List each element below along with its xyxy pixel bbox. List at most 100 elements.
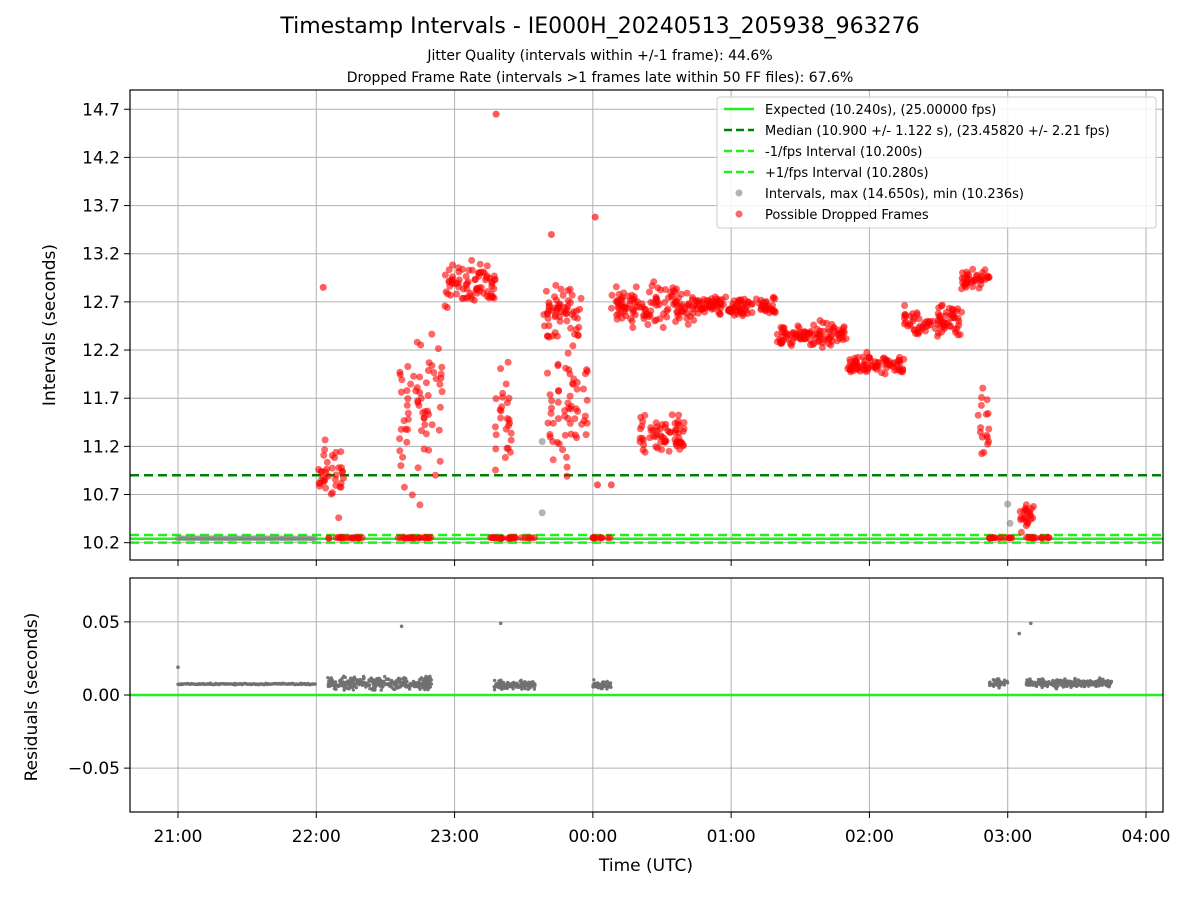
legend-intervals-swatch [735,189,743,197]
dropped-frame-point [335,464,343,472]
residual-point [422,685,427,689]
dropped-frame-point [430,369,438,376]
dropped-frame-point [689,310,697,317]
dropped-frame-point [544,332,551,340]
dropped-frame-point [563,472,571,480]
residual-point [1035,680,1040,685]
dropped-frame-point [627,315,635,323]
dropped-frame-point [396,447,404,455]
residual-point [1070,684,1075,688]
dropped-frame-point [801,335,809,342]
dropped-frame-point [564,399,572,407]
legend-plus-fps-label: +1/fps Interval (10.280s) [765,166,929,181]
dropped-frame-point [403,438,411,446]
dropped-frame-point [842,335,850,343]
dropped-frame-point [1016,508,1024,515]
dropped-frame-point [698,306,706,313]
residual-point [328,680,333,684]
residual-point [399,681,403,686]
dropped-frame-point [660,310,667,318]
dropped-frame-point [684,320,692,328]
intervals-y-tick-label: 14.7 [82,100,120,120]
x-tick-label: 02:00 [845,827,894,847]
dropped-frame-point [570,313,578,321]
dropped-frame-point [1001,534,1009,542]
residual-point [500,681,504,685]
x-tick-label: 00:00 [568,827,617,847]
dropped-frame-point [958,308,966,316]
residuals-y-tick-label: 0.00 [82,686,120,706]
dropped-frame-point [651,317,659,325]
residual-point [375,677,379,681]
dropped-frame-point [621,303,629,311]
dropped-frame-point [488,282,496,290]
residual-point [527,681,531,685]
residual-point [348,679,352,683]
dropped-frame-point [327,490,335,498]
dropped-frame-point [331,475,339,483]
residual-point [343,675,347,680]
dropped-frame-point [598,534,606,541]
dropped-frame-point [321,446,329,454]
dropped-frame-point [739,310,747,318]
dropped-frame-point [660,434,668,442]
dropped-frame-point [319,283,327,291]
dropped-frame-point [549,438,557,445]
residual-point [996,683,1000,688]
residual-point [425,685,429,690]
dropped-frame-point [963,278,971,286]
dropped-frame-point [422,379,430,387]
dropped-frame-point [647,298,655,306]
residual-point [1029,679,1034,684]
dropped-frame-point [496,406,504,414]
dropped-frame-point [315,466,323,473]
dropped-frame-point [970,276,978,284]
dropped-frame-point [468,256,476,264]
dropped-frame-point [668,411,676,419]
residual-point [388,684,392,688]
dropped-frame-point [442,288,450,296]
dropped-frame-point [787,342,795,349]
dropped-frame-point [582,431,590,439]
dropped-frame-point [497,414,505,422]
dropped-frame-point [716,311,724,318]
intervals-y-tick-label: 11.2 [82,437,120,457]
dropped-frame-point [629,324,637,331]
dropped-frame-point [801,328,809,336]
dropped-frame-point [984,274,992,281]
residual-point [1089,680,1094,684]
residual-point [492,688,497,692]
residual-point [523,680,527,684]
residual-point [498,621,503,626]
dropped-frame-point [942,309,950,316]
dropped-frame-point [654,284,662,292]
residual-point [417,685,422,689]
dropped-frame-point [983,431,991,439]
residual-point [1047,680,1051,684]
dropped-frame-point [492,445,500,453]
residual-point [331,682,335,686]
dropped-frame-point [938,302,945,310]
dropped-frame-point [848,363,856,371]
dropped-frame-point [436,457,444,465]
dropped-frame-point [441,271,449,279]
dropped-frame-point [573,307,581,315]
legend-expected-label: Expected (10.240s), (25.00000 fps) [765,103,996,118]
residual-point [1099,681,1103,685]
residual-point [1077,679,1082,683]
dropped-frame-point [1044,534,1052,542]
dropped-frame-point [834,331,842,339]
dropped-frame-point [328,464,336,472]
dropped-frame-point [777,337,785,345]
residual-point [506,682,510,686]
dropped-frame-point [437,370,445,378]
dropped-frame-point [640,315,648,323]
residual-point [602,684,606,688]
dropped-frame-point [649,426,657,434]
dropped-frame-point [568,291,576,299]
residual-point [992,684,996,688]
residual-point [344,683,348,687]
dropped-frame-point [355,534,362,542]
dropped-frame-point [983,396,991,404]
residual-point [1094,684,1098,688]
